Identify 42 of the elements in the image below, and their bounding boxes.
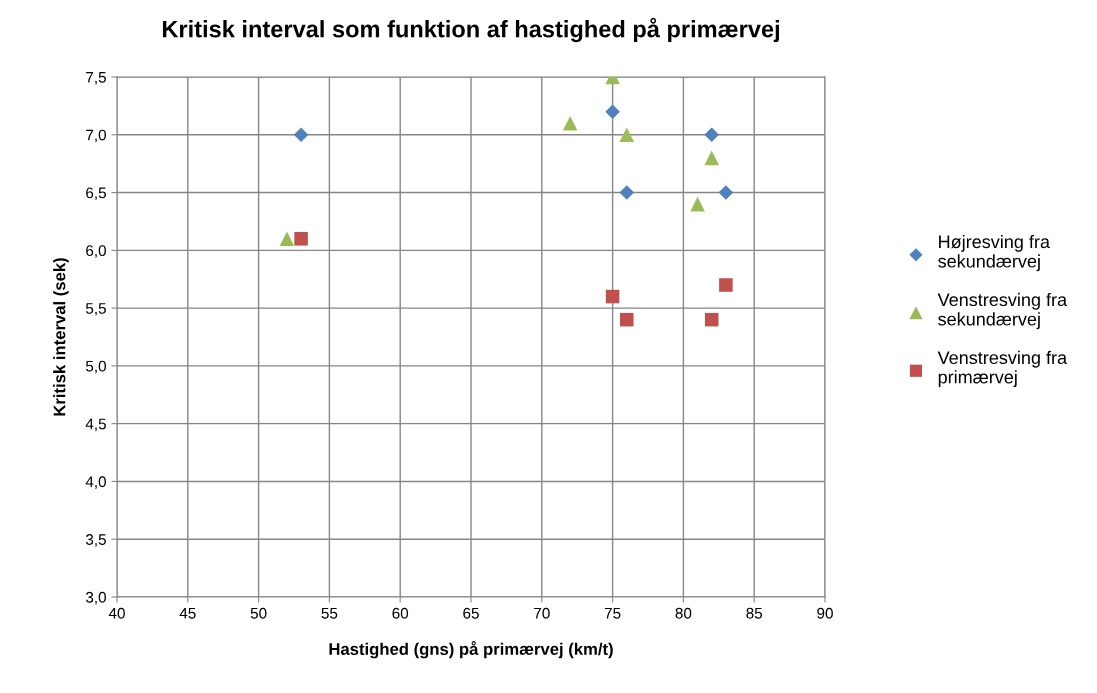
x-axis-title: Hastighed (gns) på primærvej (km/t): [329, 641, 613, 659]
point: [562, 115, 578, 131]
x-tick-label: 85: [746, 607, 763, 619]
x-tick-label: 75: [604, 607, 621, 619]
point: [704, 127, 719, 143]
x-tick-label: 60: [392, 607, 409, 619]
chart-title: Kritisk interval som funktion af hastighed på primærvej: [162, 17, 779, 43]
point: [279, 231, 295, 247]
y-axis-title: Kritisk interval (sek): [53, 258, 69, 416]
y-tick-label: 5,5: [85, 303, 106, 316]
y-tick-label: 3,5: [85, 534, 106, 547]
y-tick-label: 4,5: [85, 418, 106, 432]
legend-label: Venstresving fra primærvej: [937, 350, 1068, 388]
point: [719, 278, 733, 292]
point: [718, 185, 734, 200]
y-tick-label: 5,0: [85, 360, 106, 374]
y-tick-label: 3,0: [85, 591, 106, 605]
x-tick-label: 50: [250, 607, 267, 619]
point: [605, 289, 620, 304]
x-tick-label: 55: [321, 607, 338, 619]
point: [704, 312, 719, 327]
legend-label: Højresving fra sekundærvej: [938, 234, 1050, 272]
point: [294, 232, 308, 246]
x-tick-label: 40: [108, 607, 125, 619]
x-tick-label: 90: [817, 607, 833, 619]
point: [605, 104, 620, 119]
y-tick-label: 4,0: [85, 476, 106, 489]
x-tick-label: 45: [179, 607, 196, 619]
point: [293, 127, 309, 143]
x-tick-label: 70: [534, 607, 550, 619]
point: [619, 312, 634, 327]
y-tick-label: 7,5: [86, 72, 106, 85]
point: [619, 185, 635, 200]
legend-label: Venstresving fra sekundærvej: [937, 292, 1068, 330]
point: [704, 150, 719, 166]
point: [690, 196, 705, 212]
x-tick-label: 80: [675, 607, 692, 619]
y-tick-label: 6,5: [86, 187, 106, 201]
y-tick-label: 6,0: [86, 245, 106, 258]
y-tick-label: 7,0: [86, 129, 106, 143]
x-tick-label: 65: [463, 607, 479, 619]
point: [619, 127, 635, 143]
